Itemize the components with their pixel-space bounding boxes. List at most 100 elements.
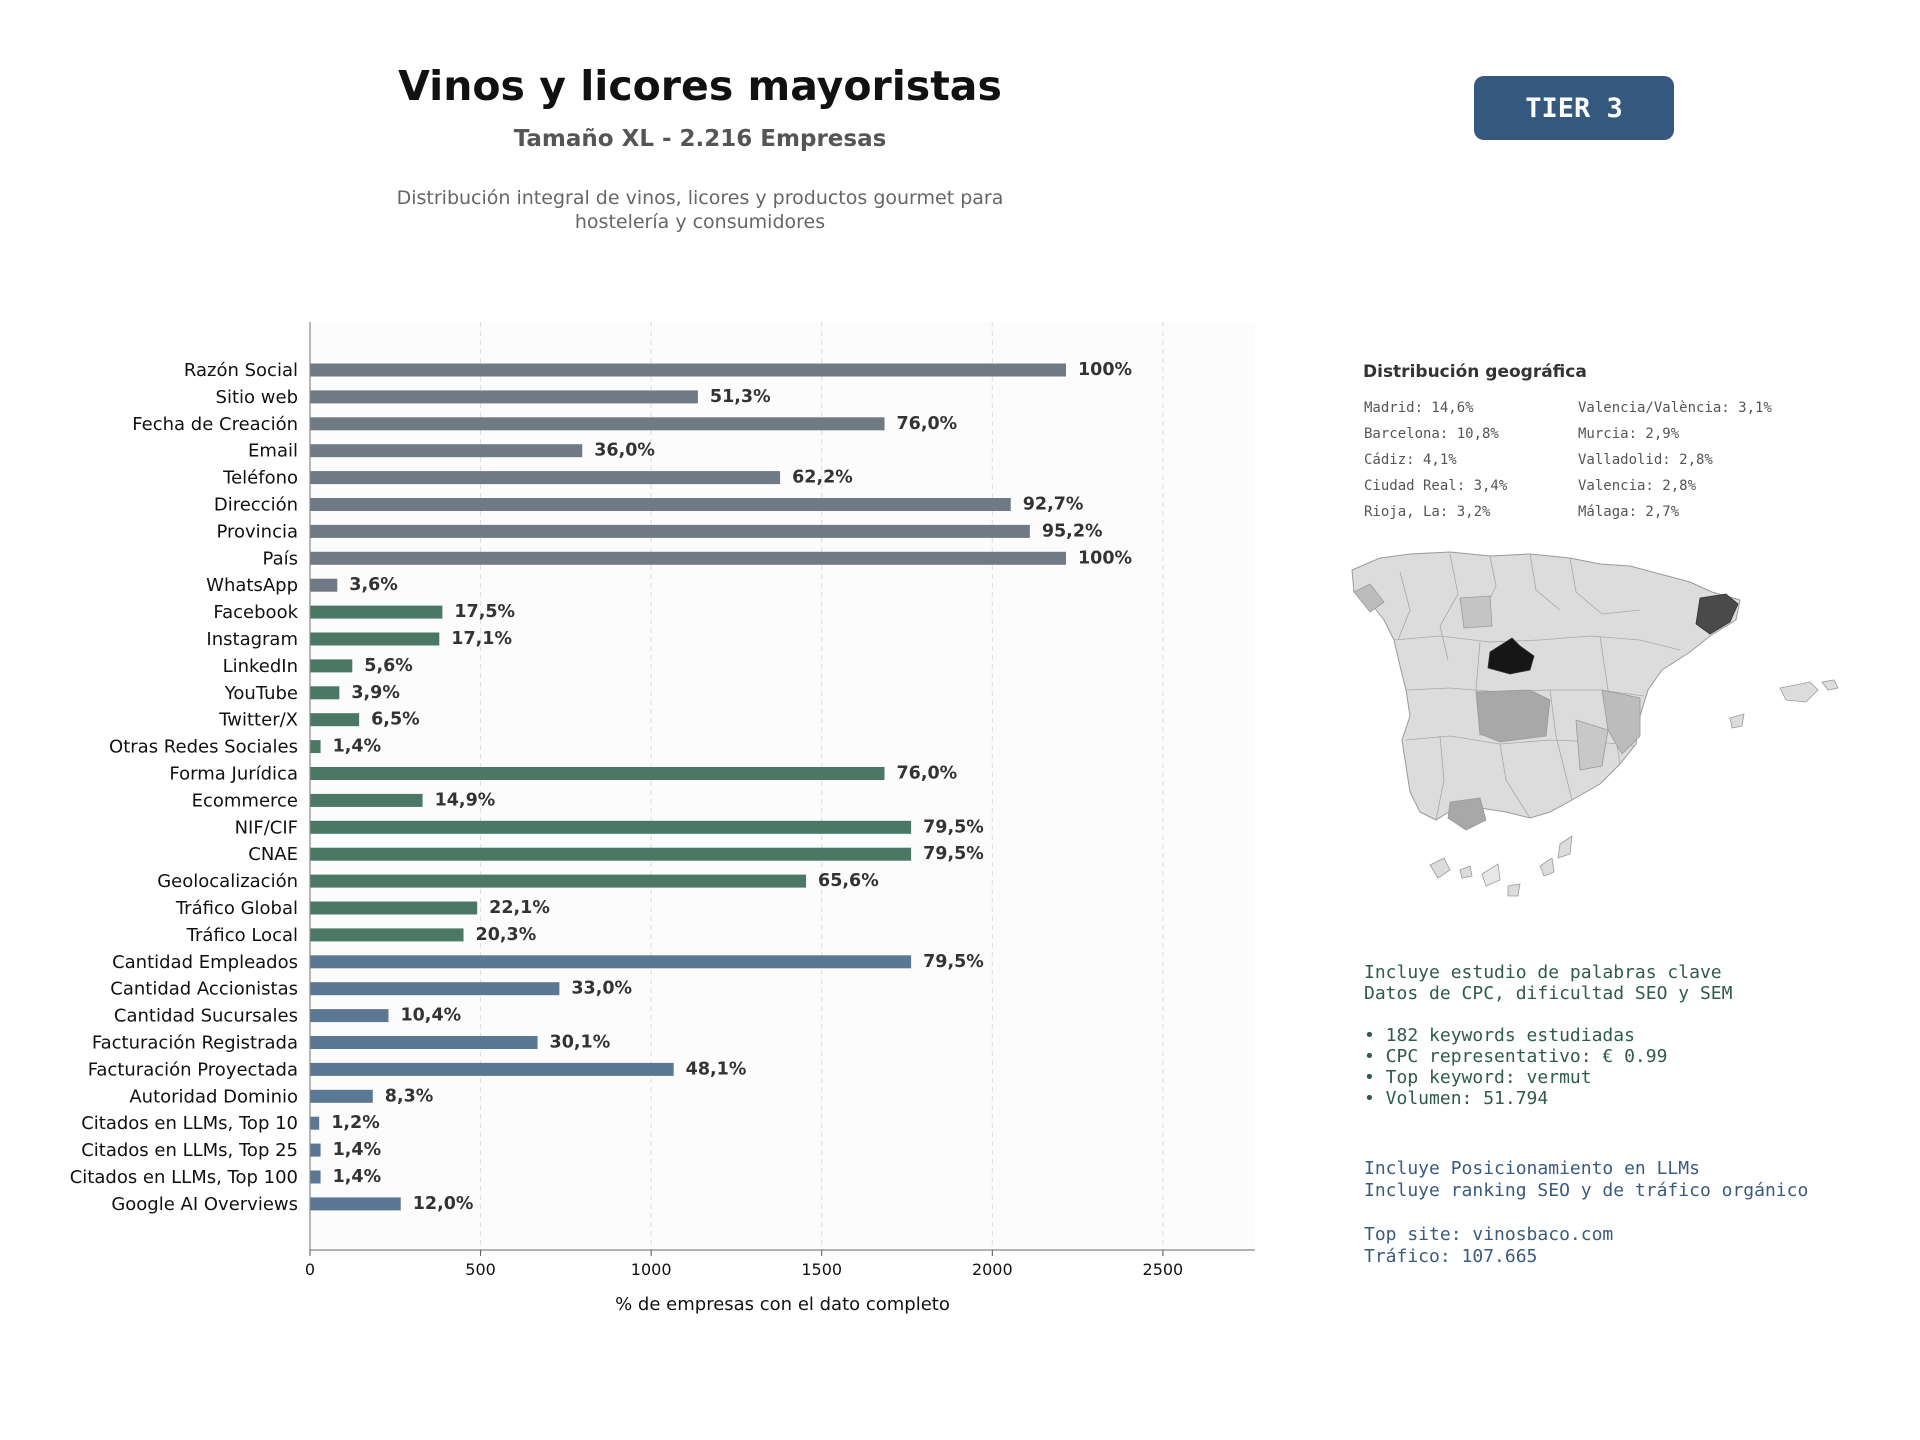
description-line-1: Distribución integral de vinos, licores … [396, 187, 1004, 209]
category-label: Otras Redes Sociales [109, 737, 298, 758]
data-label: 3,6% [349, 575, 398, 595]
geo-item: Ciudad Real: 3,4% [1364, 478, 1508, 494]
data-label: 33,0% [571, 979, 632, 999]
category-label: CNAE [248, 844, 298, 865]
keywords-bullet: • Volumen: 51.794 [1364, 1088, 1549, 1109]
category-label: Provincia [216, 521, 298, 542]
plot-area [310, 322, 1255, 1250]
bar [310, 390, 698, 404]
category-label: Razón Social [184, 360, 298, 381]
bar [310, 417, 885, 431]
keywords-bullet: • CPC representativo: € 0.99 [1364, 1046, 1668, 1067]
category-label: Cantidad Sucursales [114, 1006, 298, 1027]
category-label: YouTube [224, 683, 298, 704]
category-label: Facturación Registrada [92, 1033, 298, 1054]
data-label: 6,5% [371, 710, 420, 730]
category-label: Ecommerce [192, 790, 298, 811]
map-province [1353, 583, 1385, 613]
bar [310, 605, 443, 619]
bar [310, 767, 885, 780]
geo-item: Madrid: 14,6% [1364, 400, 1474, 416]
data-label: 100% [1078, 360, 1132, 380]
spain-choropleth-map [1351, 551, 1839, 897]
category-label: LinkedIn [223, 656, 298, 677]
category-label: Cantidad Accionistas [110, 979, 298, 1000]
data-label: 17,1% [451, 629, 512, 649]
geo-item: Rioja, La: 3,2% [1364, 504, 1491, 520]
category-label: WhatsApp [206, 575, 298, 596]
bar [310, 847, 912, 861]
data-label: 5,6% [364, 656, 413, 676]
map-province [1447, 797, 1487, 831]
bar [310, 901, 478, 915]
x-tick-label: 1500 [801, 1260, 842, 1279]
map-islands-baleares [1821, 679, 1839, 691]
bar [310, 1116, 320, 1130]
bar [310, 740, 321, 754]
x-tick-label: 1000 [631, 1260, 672, 1279]
bar [310, 632, 440, 646]
data-label: 8,3% [385, 1086, 434, 1106]
data-label: 48,1% [686, 1059, 747, 1079]
map-province [1459, 595, 1493, 629]
category-label: Citados en LLMs, Top 100 [70, 1167, 298, 1188]
category-label: Google AI Overviews [111, 1194, 298, 1215]
keywords-bullet: • Top keyword: vermut [1364, 1067, 1592, 1088]
category-label: Fecha de Creación [132, 414, 298, 435]
category-label: Email [248, 441, 298, 462]
data-label: 79,5% [923, 844, 984, 864]
category-label: Instagram [206, 629, 298, 650]
map-islands-baleares [1729, 713, 1745, 729]
data-label: 12,0% [413, 1194, 474, 1214]
bar [310, 498, 1011, 511]
data-label: 20,3% [476, 925, 537, 945]
page-subtitle: Tamaño XL - 2.216 Empresas [513, 126, 887, 152]
bar [310, 1009, 389, 1023]
data-label: 1,4% [333, 1167, 382, 1187]
map-province [1601, 689, 1641, 755]
keywords-line-1: Incluye estudio de palabras clave [1364, 962, 1722, 983]
map-islands-canarias [1459, 865, 1473, 879]
data-label: 65,6% [818, 871, 879, 891]
map-islands-canarias [1507, 883, 1521, 897]
map-islands-canarias [1539, 857, 1555, 877]
top-site-traffic: Tráfico: 107.665 [1364, 1246, 1538, 1267]
map-islands-baleares [1779, 681, 1819, 703]
map-islands-canarias [1429, 857, 1451, 879]
map-province-barcelona [1695, 593, 1739, 635]
data-label: 1,4% [333, 737, 382, 757]
map-islands-canarias [1481, 863, 1501, 887]
map-province [1475, 689, 1551, 743]
category-label: Cantidad Empleados [112, 952, 298, 973]
llm-info: Incluye Posicionamiento en LLMs Incluye … [1364, 1158, 1808, 1268]
data-label: 1,2% [331, 1113, 380, 1133]
data-label: 62,2% [792, 468, 853, 488]
bar [310, 551, 1066, 565]
data-label: 22,1% [489, 898, 550, 918]
data-label: 14,9% [435, 790, 496, 810]
data-label: 100% [1078, 548, 1132, 568]
geo-item: Barcelona: 10,8% [1364, 426, 1499, 442]
geo-item: Cádiz: 4,1% [1364, 452, 1457, 468]
geo-item: Valencia: 2,8% [1578, 478, 1697, 494]
data-label: 3,9% [351, 683, 400, 703]
geo-item: Valencia/València: 3,1% [1578, 400, 1772, 416]
data-label: 10,4% [400, 1006, 461, 1026]
category-label: Sitio web [216, 387, 298, 408]
bar [310, 1062, 674, 1076]
bar [310, 793, 423, 807]
data-label: 79,5% [923, 952, 984, 972]
category-label: País [263, 548, 298, 569]
bar [310, 1036, 538, 1049]
bar [310, 524, 1030, 538]
category-label: Facebook [213, 602, 298, 623]
geo-distribution-title: Distribución geográfica [1363, 362, 1587, 382]
keywords-bullet: • 182 keywords estudiadas [1364, 1025, 1635, 1046]
data-label: 92,7% [1023, 495, 1084, 515]
llm-line-2: Incluye ranking SEO y de tráfico orgánic… [1364, 1180, 1809, 1201]
data-label: 30,1% [550, 1033, 611, 1053]
data-label: 79,5% [923, 817, 984, 837]
category-label: Facturación Proyectada [88, 1059, 298, 1080]
geo-item: Murcia: 2,9% [1578, 426, 1680, 442]
category-label: Autoridad Dominio [129, 1086, 298, 1107]
